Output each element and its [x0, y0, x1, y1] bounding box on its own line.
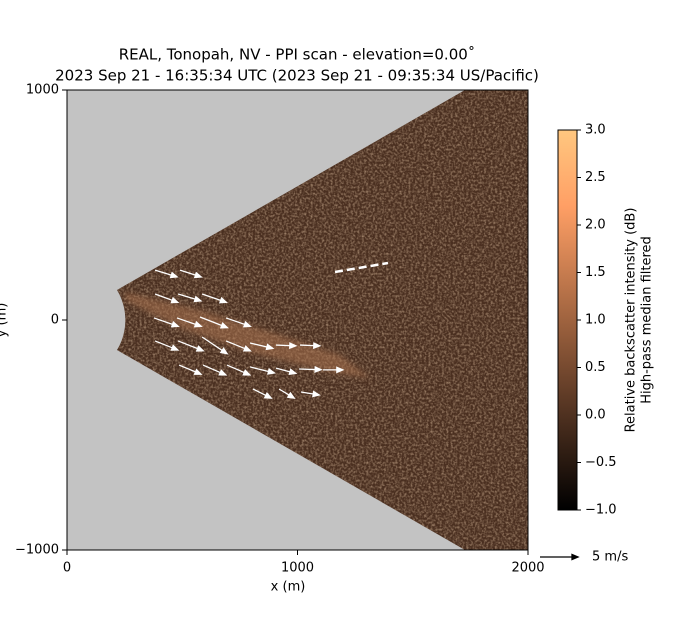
wind-vector — [177, 340, 205, 352]
quiver-key-label: 5 m/s — [592, 550, 628, 565]
wind-vector — [179, 269, 203, 279]
wind-vector — [154, 293, 180, 304]
chart-title: REAL, Tonopah, NV - PPI scan - elevation… — [119, 46, 476, 64]
x-tick-label: 0 — [63, 561, 71, 576]
wind-vector — [225, 340, 252, 352]
wind-vector — [225, 317, 252, 328]
x-tick-label: 2000 — [511, 561, 544, 576]
colorbar-tick-label: 1.0 — [585, 313, 606, 328]
wind-vector — [276, 342, 298, 350]
wind-vector — [300, 390, 321, 398]
wind-vector — [154, 269, 179, 279]
colorbar-tick-label: 2.0 — [585, 218, 606, 233]
colorbar-tick-label: 1.5 — [585, 265, 606, 280]
wind-vector — [202, 364, 228, 376]
colorbar-tick-label: 0.0 — [585, 408, 606, 423]
wind-vector — [300, 342, 322, 350]
colorbar-label: High-pass median filtered — [640, 236, 655, 404]
wind-vector — [154, 340, 180, 351]
colorbar-label: Relative backscatter intensity (dB) — [624, 208, 639, 433]
chart-subtitle: 2023 Sep 21 - 16:35:34 UTC (2023 Sep 21 … — [55, 67, 539, 85]
wind-vector — [275, 367, 298, 376]
colorbar-tick-label: 0.5 — [585, 360, 606, 375]
y-tick-label: −1000 — [15, 543, 59, 558]
wind-vector — [226, 364, 252, 376]
wind-vector — [252, 388, 273, 399]
wind-vector — [178, 364, 203, 375]
wind-vector — [177, 293, 203, 303]
scan-line — [334, 261, 389, 274]
colorbar-tick-label: −0.5 — [585, 455, 617, 470]
scan-wedge — [117, 90, 528, 550]
wind-vector — [201, 336, 229, 355]
y-axis-label: y (m) — [0, 303, 10, 338]
y-tick-label: 1000 — [26, 83, 59, 98]
wind-vector — [249, 366, 276, 375]
colorbar-tick-label: 3.0 — [585, 123, 606, 138]
wind-vector — [278, 388, 296, 399]
colorbar-tick-label: 2.5 — [585, 170, 606, 185]
wind-vector — [249, 342, 275, 351]
wind-vector — [201, 293, 228, 304]
wind-vector — [176, 317, 203, 328]
wind-vector — [323, 366, 345, 374]
colorbar — [557, 129, 578, 511]
y-tick-label: 0 — [51, 313, 59, 328]
wind-vector — [199, 316, 229, 329]
x-axis-label: x (m) — [271, 580, 306, 595]
wind-vector — [299, 366, 323, 373]
wind-vector — [153, 317, 180, 328]
colorbar-tick-label: −1.0 — [585, 503, 617, 518]
quiver-key-arrow — [540, 553, 580, 561]
x-tick-label: 1000 — [281, 561, 314, 576]
